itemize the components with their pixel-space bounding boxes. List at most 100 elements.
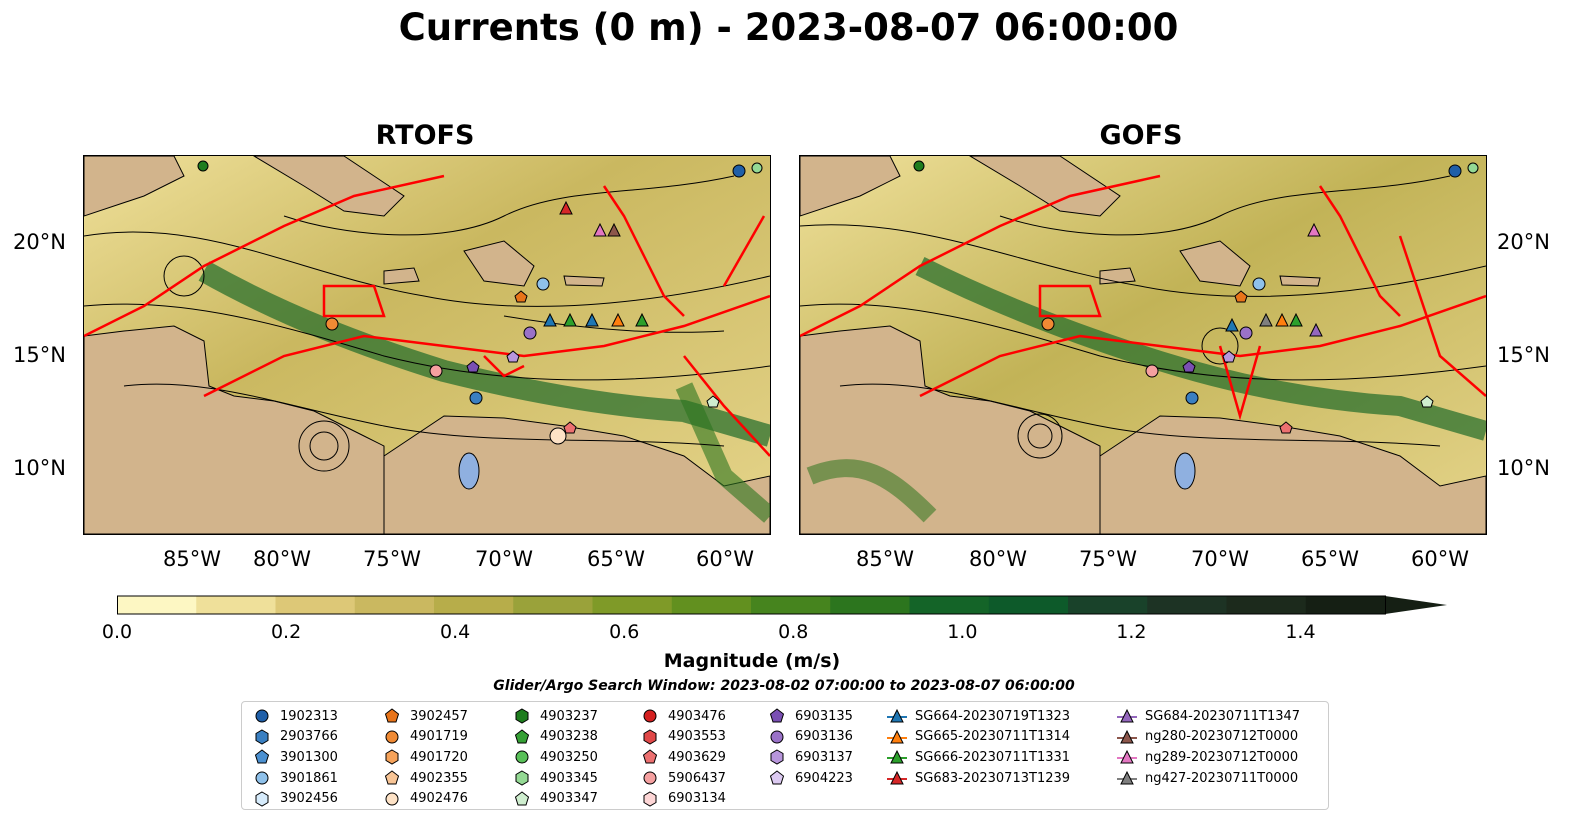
legend-marker-icon [1117,729,1137,744]
colorbar-extend-arrow [1385,596,1447,614]
search-window-caption: Glider/Argo Search Window: 2023-08-02 07… [493,678,1075,694]
colorbar-tick-label: 0.2 [270,621,302,643]
legend-item: 3901861 [252,768,338,789]
legend-item-label: 6903135 [795,708,853,724]
colorbar-segment [434,596,514,614]
legend-item: 4903345 [512,768,598,789]
lon-label-70w-right: 70°W [1191,547,1249,571]
platform-markers [913,160,1479,434]
colorbar-tick-label: 1.2 [1116,621,1147,643]
legend-item-label: 4903345 [540,770,598,786]
legend-item: 3902456 [252,788,338,809]
legend-item-label: 3901861 [280,770,338,786]
colorbar [117,595,1447,615]
legend-item-label: 1902313 [280,708,338,724]
colorbar-segment [513,596,593,614]
legend-item-label: ng280-20230712T0000 [1145,729,1299,745]
legend-item: ng280-20230712T0000 [1117,727,1300,748]
legend-column: 3902457 4901719 4901720 4902355 4902476 [382,706,468,809]
legend-column: 4903476 4903553 4903629 5906437 6903134 [640,706,726,809]
yucatan-land [84,156,185,217]
legend-marker-icon [643,709,657,723]
legend-marker-icon [384,770,400,785]
legend-marker-icon [384,708,400,723]
legend-marker-icon [643,771,657,785]
legend-item: 6903137 [767,747,853,768]
lon-label-85w-left: 85°W [163,547,221,571]
legend-item-label: 4903476 [668,708,726,724]
colorbar-label: Magnitude (m/s) [663,650,841,672]
legend-item: 4903237 [512,706,598,727]
lat-label-10n-left: 10°N [13,456,66,480]
legend-marker-icon [1117,750,1137,764]
map-panel-gofs [799,155,1487,535]
streamlines [84,175,770,472]
legend-marker-icon [385,730,399,744]
hispaniola-land [463,240,535,287]
colorbar-segment [354,596,435,614]
legend-marker-icon [515,708,529,724]
map-panel-rtofs [83,155,771,535]
legend-item: 2903766 [252,727,338,748]
hispaniola-land [1179,240,1251,287]
legend-item-label: 4901719 [410,729,468,745]
lon-label-65w-right: 65°W [1301,547,1359,571]
legend-item: SG683-20230713T1239 [887,768,1070,789]
legend-item: 4903250 [512,747,598,768]
colorbar-tick-label: 1.4 [1285,621,1316,643]
legend-marker-icon [642,749,658,764]
legend-item-label: SG664-20230719T1323 [915,708,1071,724]
legend-item-label: 4903347 [540,791,598,807]
legend-item-label: 6904223 [795,770,853,786]
colorbar-segment [671,596,752,614]
legend-marker-icon [643,729,657,745]
lon-label-80w-right: 80°W [969,547,1027,571]
legend-item: 4903629 [640,747,726,768]
puerto-rico-land [1279,275,1321,287]
legend-item-label: 3902456 [280,791,338,807]
lon-label-60w-right: 60°W [1411,547,1469,571]
legend-item: 6903135 [767,706,853,727]
legend-column: SG684-20230711T1347 ng280-20230712T0000 ng… [1117,706,1300,788]
legend-marker-icon [1117,709,1137,723]
legend-item: 6904223 [767,768,853,789]
lat-label-20n-right: 20°N [1497,230,1550,254]
legend-item-label: 4903238 [540,729,598,745]
legend-item: 4903347 [512,788,598,809]
glider-tracks [800,174,1486,421]
legend-marker-icon [514,791,530,806]
colorbar-tick-label: 0.4 [440,621,471,643]
legend-marker-icon [769,708,785,723]
caribbean-current [198,261,770,447]
legend-marker-icon [515,750,529,764]
legend-item-label: SG666-20230711T1331 [915,749,1071,765]
legend-marker-icon [887,770,907,785]
legend-item-label: 6903136 [795,729,853,745]
legend-item-label: SG665-20230711T1314 [915,729,1071,745]
lake-maracaibo [1174,452,1196,490]
panel-title-gofs: GOFS [1099,120,1183,151]
legend-marker-icon [770,749,784,766]
legend-marker-icon [514,729,530,744]
colorbar-segments [117,596,1386,614]
legend-marker-icon [769,770,785,785]
legend-marker-icon [255,791,269,807]
rtofs-current-field [84,156,770,534]
lon-label-60w-left: 60°W [696,547,754,571]
legend-item-label: 4902355 [410,770,468,786]
cuba-land [253,156,405,217]
colorbar-segment [830,596,910,614]
lon-label-65w-left: 65°W [587,547,645,571]
gofs-current-field [800,156,1486,534]
colorbar-tick-label: 0.6 [609,621,640,643]
south-america-land [1099,415,1486,534]
lat-label-15n-left: 15°N [13,343,66,367]
lon-label-75w-left: 75°W [363,547,421,571]
yucatan-land [800,156,901,217]
legend-item-label: 6903137 [795,749,853,765]
legend-item: 3902457 [382,706,468,727]
legend-marker-icon [1117,770,1137,785]
legend-item: SG664-20230719T1323 [887,706,1070,727]
colorbar-segment [751,596,831,614]
colorbar-segment [1147,596,1227,614]
